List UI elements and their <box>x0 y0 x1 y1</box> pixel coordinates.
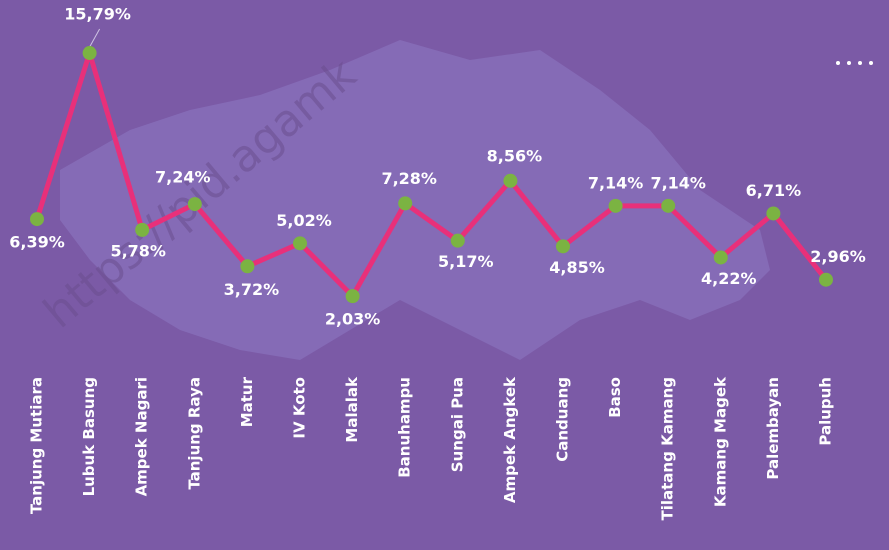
point <box>398 196 413 211</box>
point <box>713 250 728 265</box>
point <box>819 272 833 287</box>
x-tick-label: Sungai Pua <box>448 377 466 472</box>
value-label: 8,56% <box>487 146 543 165</box>
point <box>661 198 676 213</box>
point <box>187 197 202 212</box>
value-label: 7,28% <box>381 169 437 188</box>
value-label: 4,22% <box>701 269 757 288</box>
value-label: 4,85% <box>549 258 605 277</box>
more-menu[interactable] <box>836 61 873 65</box>
value-label: 2,96% <box>810 247 866 266</box>
value-label: 6,71% <box>746 181 802 200</box>
x-tick-label: Banuhampu <box>396 377 414 478</box>
point <box>82 46 97 61</box>
value-label: 5,02% <box>276 211 332 230</box>
value-label: 15,79% <box>64 5 131 24</box>
point <box>503 173 518 188</box>
x-tick-label: Ampek Nagari <box>133 377 151 496</box>
value-label: 2,03% <box>325 310 381 329</box>
x-tick-label: Kamang Magek <box>711 376 729 507</box>
value-label: 3,72% <box>224 280 280 299</box>
value-label: 6,39% <box>9 233 65 252</box>
point <box>135 222 150 237</box>
x-tick-label: Lubuk Basung <box>80 377 98 496</box>
point <box>240 259 255 274</box>
x-tick-label: IV Koto <box>291 377 309 439</box>
x-tick-label: Matur <box>238 376 256 427</box>
point <box>293 236 307 251</box>
point <box>30 212 44 227</box>
point <box>345 289 360 304</box>
x-tick-label: Ampek Angkek <box>501 376 519 503</box>
x-tick-label: Palembayan <box>764 377 782 480</box>
x-tick-label: Palupuh <box>817 377 835 446</box>
point <box>766 206 781 221</box>
x-tick-label: Tanjung Mutiara <box>28 377 46 514</box>
point <box>608 198 623 213</box>
x-tick-label: Canduang <box>554 377 572 462</box>
map-shape <box>60 40 770 360</box>
line <box>34 50 828 299</box>
value-label: 5,17% <box>438 252 494 271</box>
value-label: 7,14% <box>650 173 706 192</box>
point <box>450 233 465 248</box>
value-label: 7,24% <box>155 168 211 187</box>
point <box>556 239 570 254</box>
x-tick-label: Tanjung Raya <box>185 377 203 490</box>
x-tick-label: Malalak <box>343 376 361 443</box>
x-tick-label: Baso <box>606 377 624 418</box>
value-label: 7,14% <box>588 173 644 192</box>
x-tick-label: Tilatang Kamang <box>659 377 677 520</box>
value-label: 5,78% <box>110 241 166 260</box>
leader <box>89 28 101 48</box>
